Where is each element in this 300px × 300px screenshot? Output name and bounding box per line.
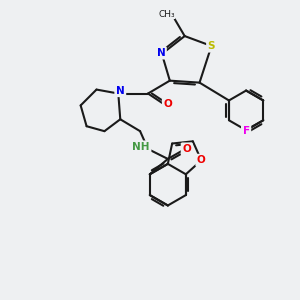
Text: O: O bbox=[164, 99, 172, 110]
Text: N: N bbox=[116, 85, 125, 96]
Text: O: O bbox=[197, 155, 206, 165]
Text: F: F bbox=[242, 126, 250, 136]
Text: NH: NH bbox=[132, 142, 150, 152]
Text: N: N bbox=[157, 48, 165, 58]
Text: S: S bbox=[208, 41, 215, 51]
Text: O: O bbox=[182, 144, 191, 154]
Text: CH₃: CH₃ bbox=[158, 10, 175, 19]
